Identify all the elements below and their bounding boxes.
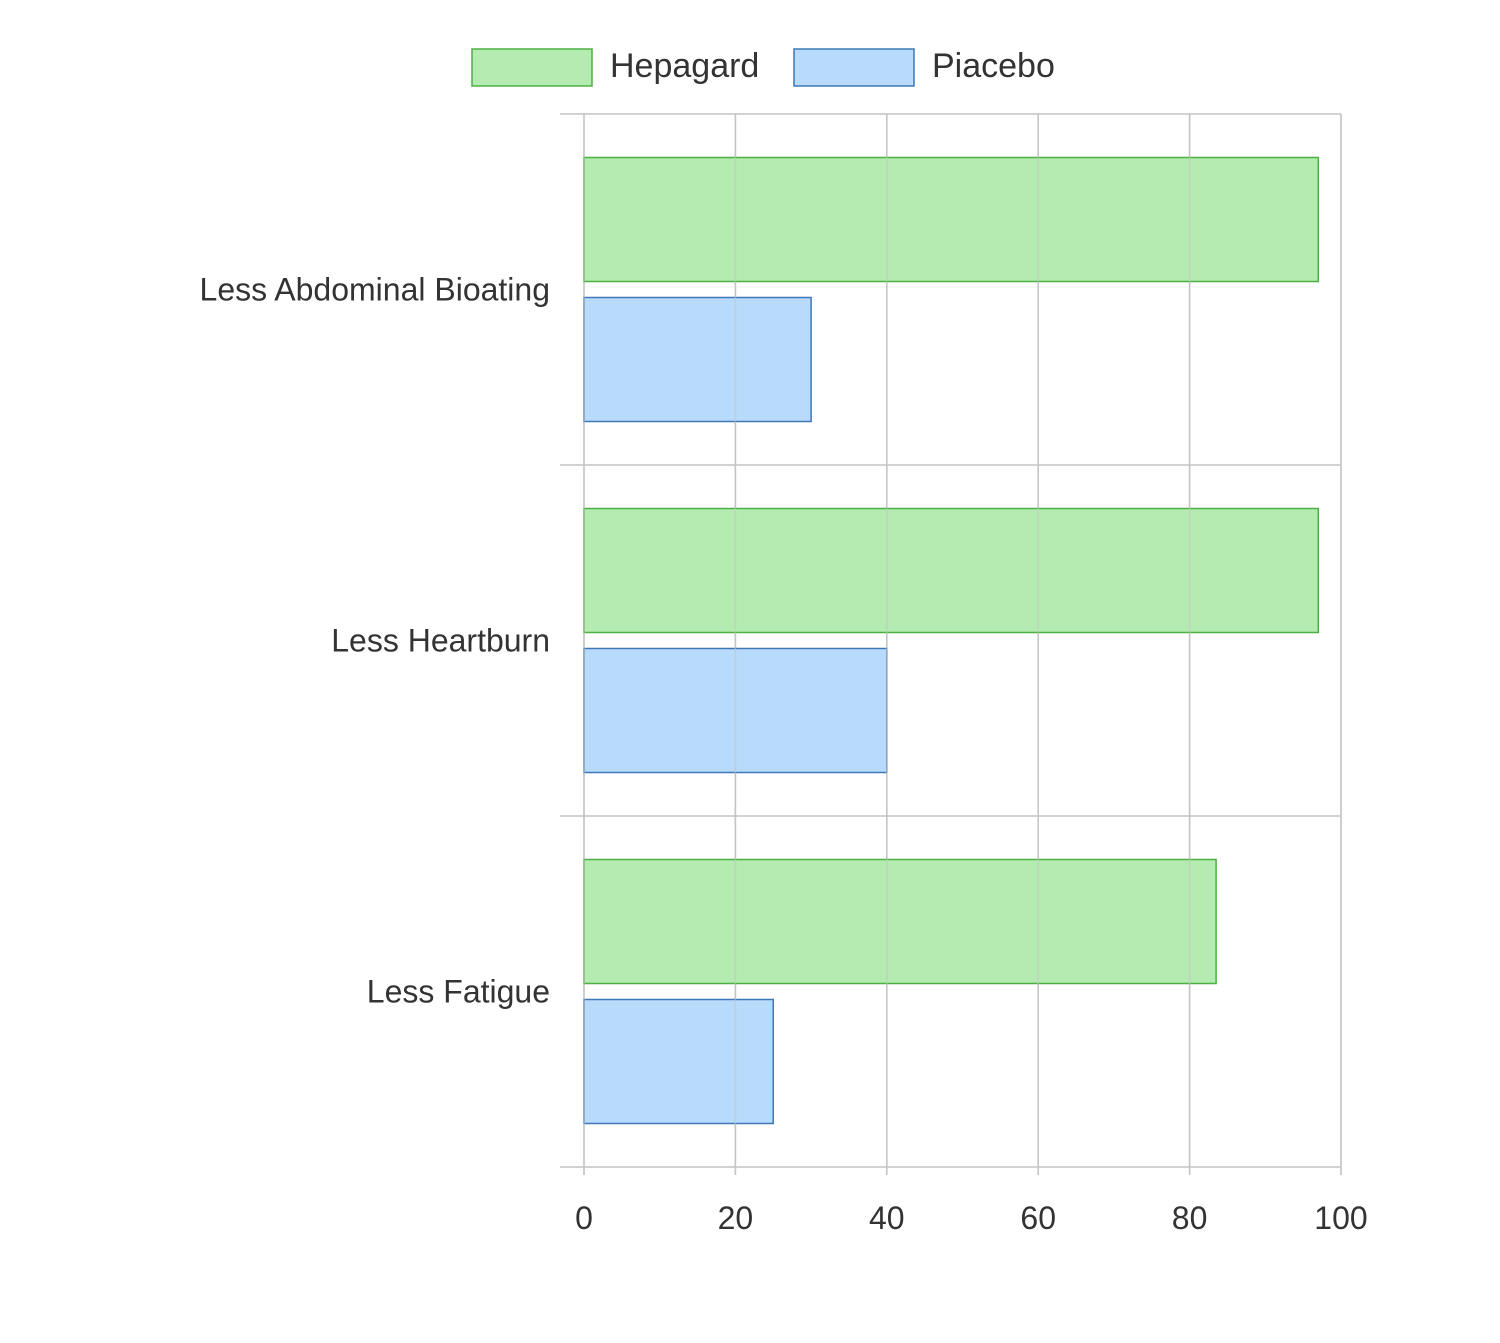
bar-piacebo-less-abdominal-bioating — [583, 296, 812, 423]
x-tick-label: 60 — [1020, 1200, 1056, 1236]
bar-hepagard-less-abdominal-bioating — [583, 156, 1320, 283]
bar-hepagard-less-heartburn — [583, 507, 1320, 634]
axes: 0 20 40 60 80 100 Less Abdominal Bioating Less … — [200, 272, 1368, 1237]
bars — [583, 114, 1342, 1175]
x-tick-label: 80 — [1172, 1200, 1208, 1236]
legend-label-piacebo: Piacebo — [932, 47, 1055, 85]
bar-hepagard-less-fatigue — [583, 858, 1217, 985]
legend: Hepagard Piacebo — [471, 47, 1055, 87]
x-tick-label: 0 — [575, 1200, 593, 1236]
x-tick-label: 100 — [1314, 1200, 1367, 1236]
legend-swatch-hepagard — [471, 48, 593, 87]
category-label: Less Fatigue — [367, 974, 550, 1010]
category-label: Less Heartburn — [331, 623, 550, 659]
legend-swatch-piacebo — [793, 48, 915, 87]
category-label: Less Abdominal Bioating — [200, 272, 550, 308]
x-tick-label: 20 — [718, 1200, 754, 1236]
bar-piacebo-less-fatigue — [583, 998, 774, 1125]
x-tick-label: 40 — [869, 1200, 905, 1236]
legend-label-hepagard: Hepagard — [610, 47, 759, 85]
